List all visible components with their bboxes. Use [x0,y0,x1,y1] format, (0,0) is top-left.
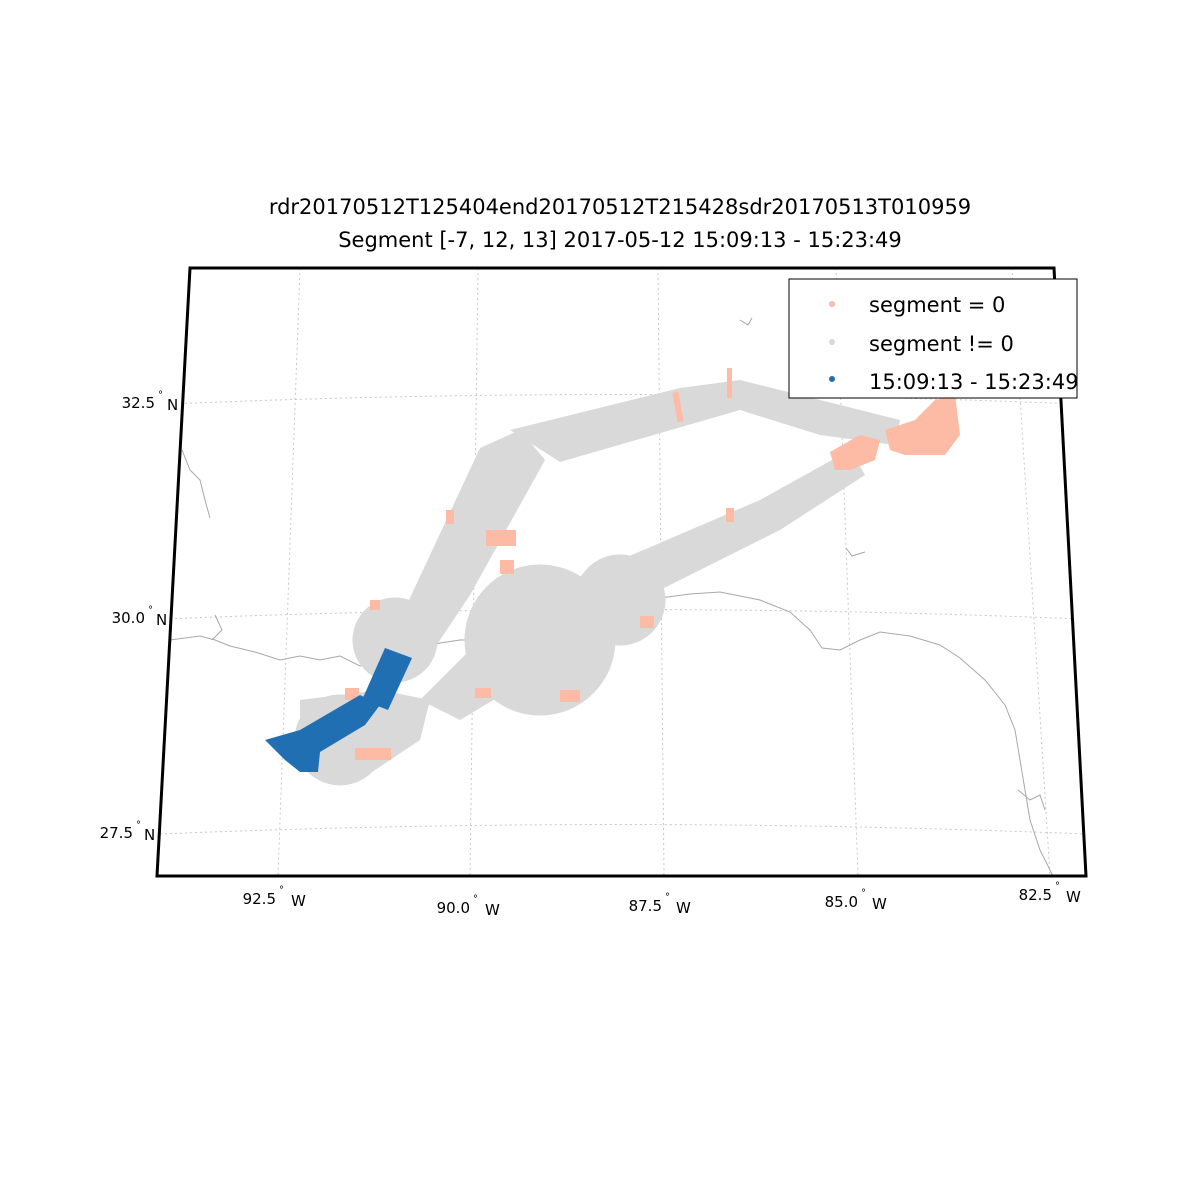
lon-tick-hemi: W [872,895,887,913]
legend: segment = 0 segment != 0 15:09:13 - 15:2… [788,278,1079,399]
lon-tick-hemi: W [1066,888,1081,906]
lat-tick-hemi: N [156,611,167,629]
swath-zero-strip-8 [370,600,380,610]
lat-axis: 32.5 ° N 30.0 ° N 27.5 ° N [100,390,179,844]
lon-tick-hemi: W [485,901,500,919]
swath-zero-strip-10 [355,748,391,760]
swath-zero-east-edge [830,435,880,470]
lon-gridline-87-5 [657,268,665,876]
lon-tick-hemi: W [291,892,306,910]
swath-zero-northeast [885,395,960,455]
degree-symbol: ° [1055,881,1060,892]
highlight-south-block [300,695,380,752]
degree-symbol: ° [158,390,163,401]
swath-zero-strip-2 [727,368,732,398]
figure-subtitle: Segment [-7, 12, 13] 2017-05-12 15:09:13… [338,228,902,252]
lon-tick-label: 87.5 [629,897,662,915]
map-frame [155,266,1088,878]
legend-marker-highlight [829,376,835,382]
lat-gridline-27-5 [159,824,1086,835]
swath-northwest-leg [395,430,545,670]
legend-label-segment-nonzero: segment != 0 [869,332,1014,356]
degree-symbol: ° [861,888,866,899]
swath-zero-strip-1 [672,391,684,423]
swath-highlight [265,648,412,772]
swath-zero-strip-11 [640,616,654,628]
degree-symbol: ° [136,820,141,831]
swath-zero-strip-5 [500,560,514,574]
lon-gridline-92-5 [277,268,301,876]
highlight-north-block [362,648,412,710]
legend-marker-segment-nonzero [829,339,835,345]
swath-segment-zero [345,368,960,760]
lat-tick-hemi: N [144,826,155,844]
legend-marker-segment-zero [829,301,835,307]
lon-tick-label: 85.0 [825,893,858,911]
degree-symbol: ° [148,605,153,616]
lon-tick-label: 92.5 [243,890,276,908]
lon-tick-hemi: W [676,899,691,917]
legend-label-segment-zero: segment = 0 [869,293,1005,317]
lat-tick-label: 27.5 [100,824,133,842]
lat-gridline-32-5 [169,394,1076,405]
lat-tick-hemi: N [167,396,178,414]
lat-tick-label: 30.0 [112,609,145,627]
degree-symbol: ° [279,885,284,896]
lon-tick-label: 82.5 [1019,886,1052,904]
lat-tick-label: 32.5 [122,394,155,412]
degree-symbol: ° [665,892,670,903]
highlight-fan [265,730,320,772]
lon-axis: 92.5 ° W 90.0 ° W 87.5 ° W 85.0 ° W 82.5… [243,881,1081,919]
scan-cluster-east [574,554,666,646]
legend-label-highlight: 15:09:13 - 15:23:49 [869,370,1079,394]
swath-northern-leg [510,380,900,462]
swath-zero-strip-7 [475,688,491,698]
swath-zero-strip-3 [446,510,454,524]
lon-gridline-90-0 [469,268,479,876]
figure-title: rdr20170512T125404end20170512T215428sdr2… [269,195,971,219]
swath-zero-strip-6 [560,690,580,702]
legend-box [788,278,1078,399]
swath-zero-strip-12 [726,508,734,522]
lon-tick-label: 90.0 [437,899,470,917]
swath-zero-strip-9 [345,688,359,700]
swath-zero-strip-4 [486,530,516,546]
degree-symbol: ° [473,894,478,905]
